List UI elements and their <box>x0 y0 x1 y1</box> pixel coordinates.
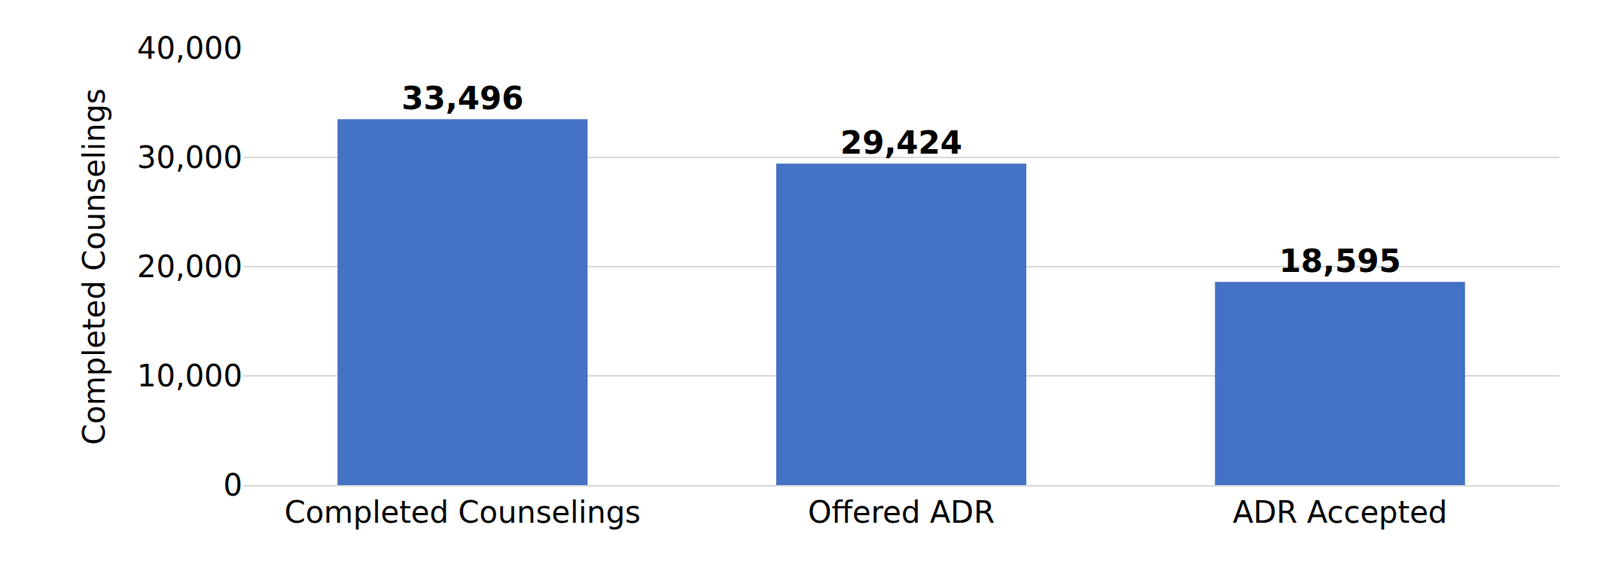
svg-text:30,000: 30,000 <box>137 140 243 175</box>
svg-text:Offered ADR: Offered ADR <box>807 494 995 530</box>
svg-text:33,496: 33,496 <box>401 79 524 117</box>
svg-text:18,595: 18,595 <box>1279 242 1402 280</box>
svg-text:Completed Counselings: Completed Counselings <box>284 494 641 530</box>
svg-text:29,424: 29,424 <box>840 124 963 162</box>
svg-text:ADR Accepted: ADR Accepted <box>1232 494 1448 530</box>
svg-text:40,000: 40,000 <box>137 30 243 66</box>
svg-text:Completed Counselings: Completed Counselings <box>76 88 112 445</box>
svg-text:20,000: 20,000 <box>137 249 243 284</box>
svg-text:0: 0 <box>223 467 243 503</box>
svg-text:10,000: 10,000 <box>137 358 243 394</box>
